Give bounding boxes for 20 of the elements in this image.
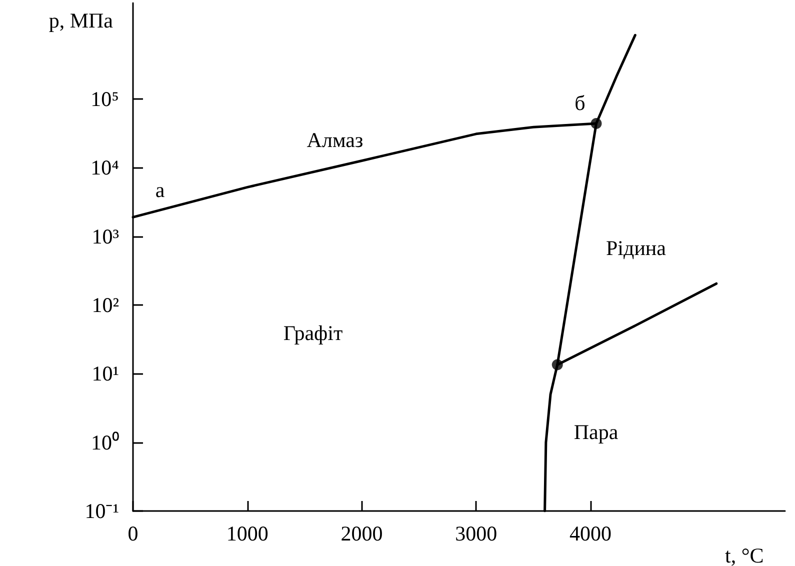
- x-tick-label: 1000: [226, 522, 268, 546]
- y-tick-label: 10²: [92, 292, 119, 317]
- annotation: а: [155, 178, 166, 202]
- annotation: Алмаз: [306, 128, 364, 152]
- y-axis-title: p, МПа: [48, 8, 114, 32]
- x-axis-title: t, °C: [725, 544, 764, 566]
- annotation: Пара: [574, 420, 619, 444]
- annotation: Графіт: [283, 321, 343, 345]
- y-tick-label: 10⁰: [91, 430, 119, 454]
- y-tick-label: 10¹: [92, 362, 119, 386]
- x-tick-label: 4000: [570, 522, 612, 546]
- y-tick-label: 10⁵: [90, 86, 119, 111]
- x-tick-label: 0: [128, 522, 138, 546]
- annotation: Рідина: [606, 236, 667, 260]
- annotation: б: [574, 91, 586, 115]
- x-tick-label: 2000: [340, 522, 383, 546]
- y-tick-label: 10³: [92, 224, 119, 248]
- y-tick-label: 10⁴: [90, 156, 119, 180]
- x-tick-label: 3000: [455, 522, 498, 546]
- y-tick-label: 10⁻¹: [84, 499, 119, 523]
